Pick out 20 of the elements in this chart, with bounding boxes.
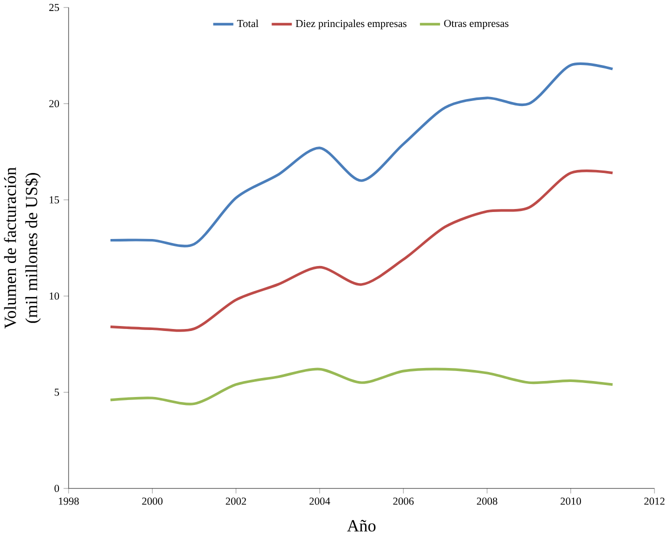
x-tick-label: 2004 — [310, 497, 330, 505]
y-tick-label: 20 — [49, 100, 60, 108]
x-tick-label: 1998 — [58, 497, 79, 505]
y-tick-label: 10 — [50, 292, 60, 300]
line-series — [109, 368, 614, 406]
y-tick-label: 15 — [50, 196, 60, 204]
y-axis-title: Volumen de facturación (mil millones de US$) — [4, 167, 41, 328]
y-tick-label: 0 — [54, 484, 60, 492]
x-tick-label: 2006 — [393, 497, 414, 505]
x-tick-label: 2010 — [560, 497, 581, 505]
legend-label: Diez principales empresas — [296, 19, 406, 30]
y-tick-label: 5 — [54, 388, 60, 396]
x-tick-label: 2008 — [476, 497, 498, 505]
x-tick-label: 2000 — [142, 497, 163, 505]
legend-label: Total — [237, 19, 258, 27]
legend-label: Otras empresas — [444, 20, 508, 29]
x-tick-label: 2002 — [226, 497, 246, 505]
x-tick-label: 2012 — [644, 497, 664, 505]
x-axis-title: Año — [347, 520, 376, 532]
y-tick-label: 25 — [49, 4, 60, 11]
